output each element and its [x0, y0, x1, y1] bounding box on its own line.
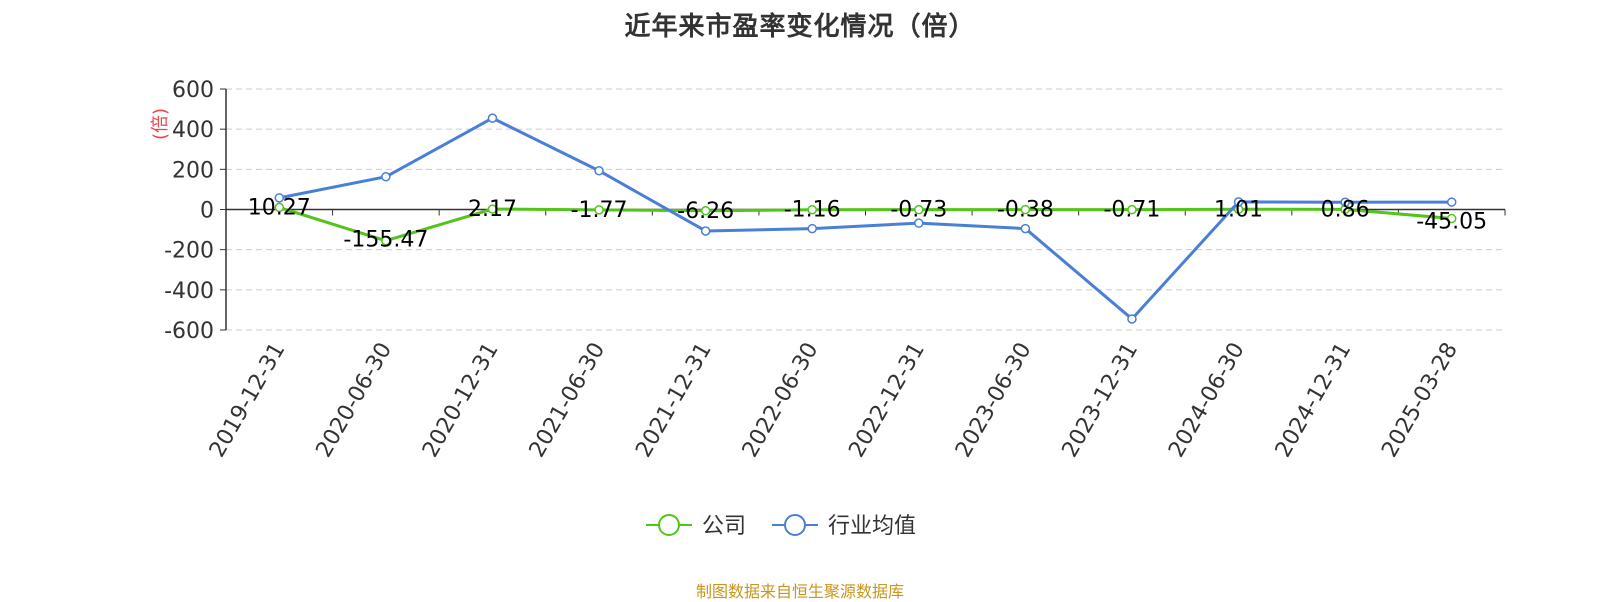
data-point-industry[interactable]: [381, 172, 391, 182]
data-point-industry[interactable]: [594, 165, 604, 176]
y-tick-label: 400: [172, 118, 214, 143]
data-point-company[interactable]: [274, 202, 285, 213]
data-label: 2.17: [468, 197, 517, 222]
data-point-industry[interactable]: [1446, 197, 1457, 207]
data-label: 10.27: [248, 195, 311, 220]
legend-item-company[interactable]: 公司: [646, 514, 746, 539]
data-label: 1.01: [1214, 197, 1263, 222]
series-line-industry: [279, 116, 1452, 321]
data-point-company[interactable]: [1127, 204, 1137, 215]
y-tick-label: 600: [172, 78, 214, 103]
legend[interactable]: 公司 行业均值: [646, 514, 916, 539]
x-tick-label: 2021-12-31: [631, 339, 717, 462]
data-label: -0.38: [997, 198, 1054, 223]
data-point-industry[interactable]: [1233, 197, 1244, 207]
data-point-company[interactable]: [1020, 204, 1031, 215]
data-label: -6.26: [677, 199, 734, 224]
data-point-industry[interactable]: [700, 226, 711, 236]
series-line-company: [278, 206, 1452, 243]
data-label: -1.16: [784, 198, 841, 223]
x-tick-label: 2022-12-31: [844, 339, 930, 462]
y-tick-label: 0: [200, 199, 214, 224]
data-label: -45.05: [1416, 210, 1487, 235]
x-tick-label: 2020-12-31: [418, 339, 504, 462]
data-point-industry[interactable]: [1127, 314, 1137, 324]
source-note: 制图数据来自恒生聚源数据库: [695, 582, 904, 601]
data-point-industry[interactable]: [914, 218, 924, 228]
x-tick-label: 2022-06-30: [738, 339, 824, 462]
y-tick-label: -200: [164, 239, 214, 264]
x-tick-label: 2025-03-28: [1377, 339, 1463, 462]
y-axis-label: (倍): [150, 108, 171, 140]
legend-item-industry[interactable]: 行业均值: [772, 514, 916, 539]
x-tick-label: 2024-12-31: [1271, 339, 1357, 462]
x-tick-label: 2023-06-30: [951, 339, 1037, 462]
data-label: -1.77: [571, 198, 628, 223]
data-point-company[interactable]: [594, 205, 604, 215]
legend-label: 行业均值: [828, 514, 916, 539]
x-tick-label: 2024-06-30: [1164, 339, 1250, 462]
data-label: -0.73: [890, 198, 947, 223]
y-tick-label: -400: [164, 279, 214, 304]
x-tick-label: 2021-06-30: [525, 339, 611, 462]
data-point-industry[interactable]: [274, 193, 285, 203]
data-label: -0.71: [1103, 198, 1160, 223]
data-point-company[interactable]: [1446, 213, 1457, 224]
series-layer: [274, 113, 1457, 324]
data-point-company[interactable]: [914, 204, 924, 215]
data-point-company[interactable]: [487, 204, 498, 214]
data-label: 0.86: [1321, 197, 1370, 222]
data-point-industry[interactable]: [1340, 197, 1350, 208]
x-tick-label: 2020-06-30: [311, 339, 397, 462]
chart-title: 近年来市盈率变化情况（倍）: [624, 12, 976, 42]
y-tick-label: -600: [164, 319, 214, 344]
data-label: -155.47: [343, 228, 428, 253]
legend-swatch-marker: [658, 514, 680, 536]
legend-label: 公司: [702, 514, 746, 539]
data-point-industry[interactable]: [807, 223, 817, 234]
data-point-company[interactable]: [700, 206, 711, 216]
x-tick-label: 2023-12-31: [1058, 339, 1144, 462]
y-tick-label: 200: [172, 158, 214, 183]
data-label-layer: 10.27 -155.47 2.17 -1.77 -6.26 -1.16 -0.73 -0.3…: [248, 195, 1487, 252]
x-tick-label: 2019-12-31: [205, 339, 291, 462]
data-point-industry[interactable]: [487, 113, 498, 123]
data-point-company[interactable]: [381, 235, 391, 246]
data-point-industry[interactable]: [1020, 223, 1031, 234]
data-point-company[interactable]: [807, 204, 817, 215]
legend-swatch-marker: [784, 514, 806, 536]
